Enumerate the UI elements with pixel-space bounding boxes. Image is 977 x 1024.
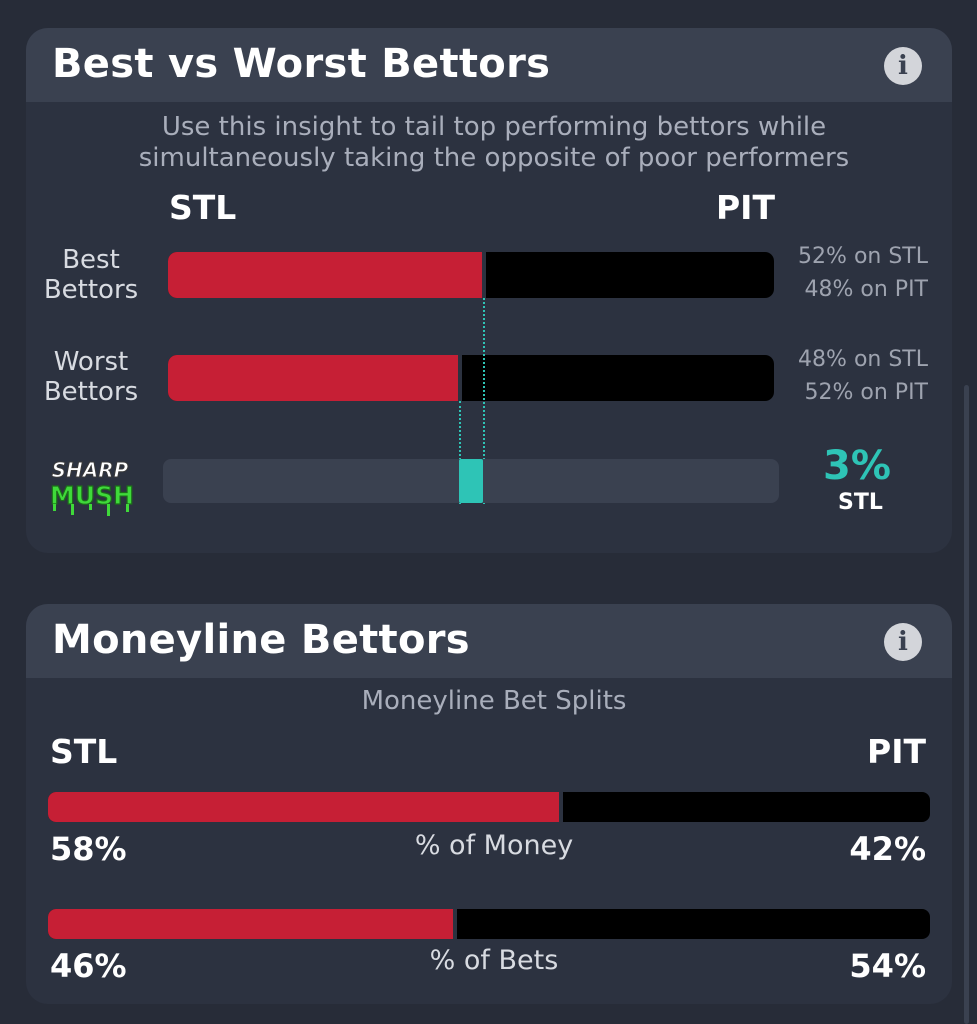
team-left-label: STL [50, 732, 118, 771]
best-bettors-stl-fill [168, 252, 483, 298]
edge-value: 3% [823, 443, 891, 489]
moneyline-subtitle: Moneyline Bet Splits [361, 686, 627, 716]
moneyline-header: Moneyline Bettors i [26, 604, 952, 678]
money-split-bar [48, 792, 930, 822]
bets-right-pct: 54% [849, 947, 926, 985]
moneyline-card: Moneyline Bettors i Moneyline Bet Splits… [26, 604, 952, 1004]
bets-metric-label: % of Bets [429, 945, 559, 976]
team-left-label: STL [169, 188, 237, 227]
worst-bettors-label: Worst Bettors [43, 347, 139, 407]
money-right-pct: 42% [849, 830, 926, 868]
scrollbar[interactable] [964, 385, 969, 1024]
best-bettors-divider [482, 252, 486, 298]
best-bettors-label: Best Bettors [43, 245, 139, 305]
worst-bettors-stl-fill [168, 355, 459, 401]
bets-split-bar [48, 909, 930, 939]
worst-bettors-divider [458, 355, 462, 401]
info-icon[interactable]: i [884, 47, 922, 85]
money-left-pct: 58% [50, 830, 127, 868]
best-bettors-splits: 52% on STL 48% on PIT [798, 244, 928, 302]
insight-description: Use this insight to tail top performing … [138, 112, 850, 173]
edge-team: STL [838, 490, 883, 515]
bets-stl-fill [48, 909, 454, 939]
best-vs-worst-header: Best vs Worst Bettors i [26, 28, 952, 102]
worst-split-guide-line [459, 401, 461, 504]
team-right-label: PIT [867, 732, 926, 771]
best-bettors-bar [168, 252, 774, 298]
svg-text:SHARP: SHARP [52, 458, 129, 482]
money-stl-fill [48, 792, 560, 822]
sharp-mush-logo: SHARP MUSH [34, 452, 152, 522]
worst-bettors-splits: 48% on STL 52% on PIT [798, 347, 928, 405]
best-split-guide-line [483, 298, 485, 504]
worst-bettors-bar [168, 355, 774, 401]
bets-left-pct: 46% [50, 947, 127, 985]
sharp-edge-bar [163, 459, 779, 503]
team-right-label: PIT [716, 188, 775, 227]
money-metric-label: % of Money [414, 830, 574, 861]
edge-marker [459, 459, 483, 503]
moneyline-title: Moneyline Bettors [52, 617, 470, 663]
best-vs-worst-title: Best vs Worst Bettors [52, 41, 551, 87]
bets-divider [453, 909, 457, 939]
best-vs-worst-card: Best vs Worst Bettors i Use this insight… [26, 28, 952, 553]
money-divider [559, 792, 563, 822]
info-icon[interactable]: i [884, 623, 922, 661]
